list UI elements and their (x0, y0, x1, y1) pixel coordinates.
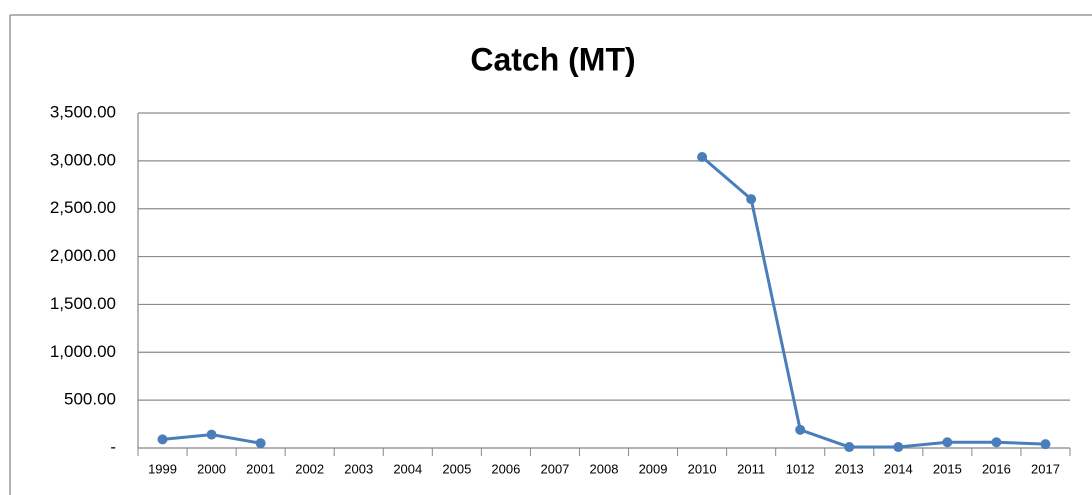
y-tick-label: 2,000.00 (50, 246, 116, 265)
data-point (255, 438, 266, 449)
x-tick-label: 2011 (737, 461, 765, 476)
y-tick-label: 500.00 (64, 390, 116, 409)
x-tick-label: 2003 (344, 461, 373, 476)
x-tick-label: 2013 (835, 461, 864, 476)
y-tick-label: 2,500.00 (50, 198, 116, 217)
data-point (844, 442, 855, 453)
x-tick-label: 2007 (540, 461, 569, 476)
data-point (157, 434, 168, 445)
x-tick-label: 2005 (442, 461, 471, 476)
y-tick-label: 1,000.00 (50, 342, 116, 361)
x-tick-label: 2014 (884, 461, 913, 476)
y-tick-label: 3,500.00 (50, 102, 116, 121)
x-tick-label: 2017 (1031, 461, 1060, 476)
x-tick-label: 2010 (688, 461, 717, 476)
data-point (1040, 439, 1051, 450)
data-point (795, 424, 806, 435)
chart-title: Catch (MT) (470, 41, 635, 77)
x-tick-label: 2001 (246, 461, 275, 476)
x-tick-label: 2006 (491, 461, 520, 476)
y-tick-label: 3,000.00 (50, 150, 116, 169)
x-tick-label: 2008 (590, 461, 619, 476)
x-tick-label: 2009 (639, 461, 668, 476)
x-tick-label: 1012 (786, 461, 815, 476)
x-tick-label: 2016 (982, 461, 1011, 476)
data-point (746, 194, 757, 205)
x-tick-label: 1999 (148, 461, 177, 476)
y-tick-label: - (110, 437, 116, 456)
data-point (942, 437, 953, 448)
y-tick-label: 1,500.00 (50, 294, 116, 313)
x-tick-label: 2004 (393, 461, 422, 476)
x-tick-label: 2000 (197, 461, 226, 476)
data-point (697, 152, 708, 163)
data-point (893, 442, 904, 453)
data-point (206, 429, 217, 440)
data-point (991, 437, 1002, 448)
x-tick-label: 2002 (295, 461, 324, 476)
x-tick-label: 2015 (933, 461, 962, 476)
